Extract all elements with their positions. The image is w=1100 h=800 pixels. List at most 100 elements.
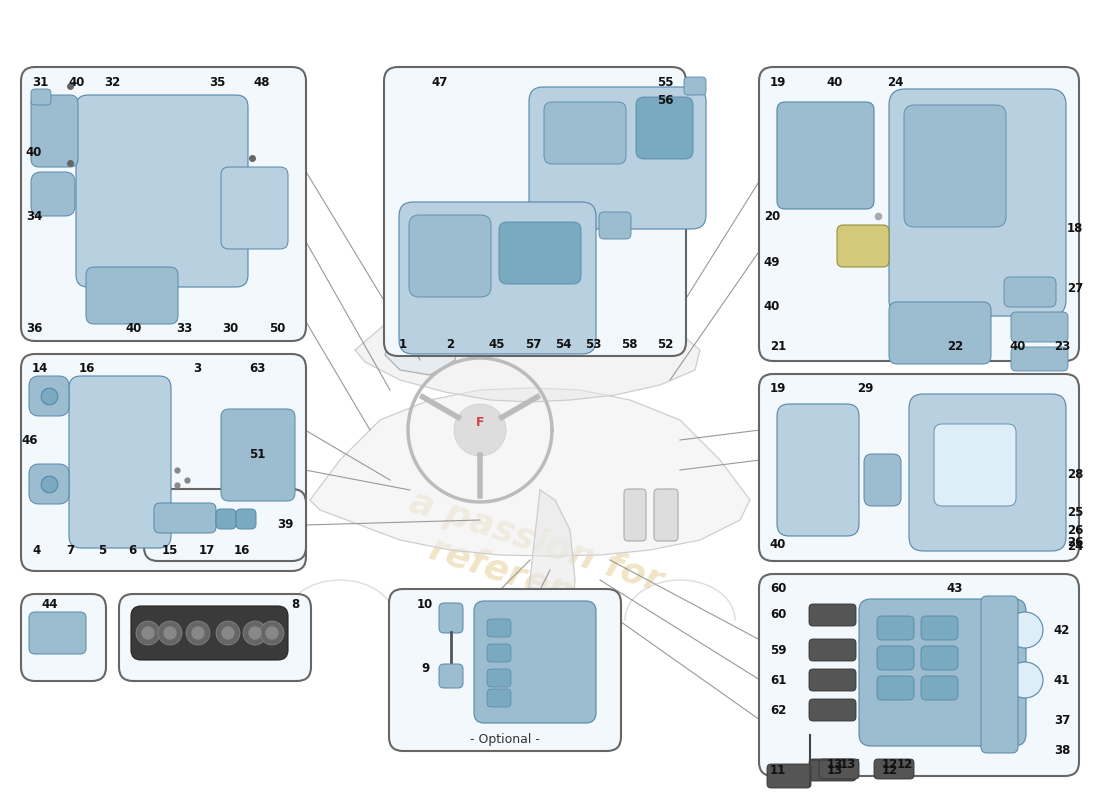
FancyBboxPatch shape <box>981 596 1018 753</box>
Circle shape <box>1006 612 1043 648</box>
Text: a passion for
reference: a passion for reference <box>393 484 667 636</box>
Text: 42: 42 <box>1054 623 1070 637</box>
Text: 13: 13 <box>840 758 856 771</box>
Text: F: F <box>475 415 484 429</box>
FancyBboxPatch shape <box>808 604 856 626</box>
FancyBboxPatch shape <box>439 664 463 688</box>
Circle shape <box>1006 662 1043 698</box>
FancyBboxPatch shape <box>409 215 491 297</box>
FancyBboxPatch shape <box>877 676 914 700</box>
Text: 19: 19 <box>770 382 786 395</box>
Text: 15: 15 <box>162 545 178 558</box>
Text: 8: 8 <box>290 598 299 611</box>
Text: 61: 61 <box>770 674 786 686</box>
FancyBboxPatch shape <box>808 699 856 721</box>
FancyBboxPatch shape <box>600 212 631 239</box>
Text: 26: 26 <box>1067 523 1084 537</box>
Text: 38: 38 <box>1054 743 1070 757</box>
FancyBboxPatch shape <box>29 376 69 416</box>
Text: 22: 22 <box>947 339 964 353</box>
FancyBboxPatch shape <box>69 376 170 548</box>
FancyBboxPatch shape <box>759 574 1079 776</box>
Circle shape <box>136 621 160 645</box>
Text: 40: 40 <box>827 75 844 89</box>
FancyBboxPatch shape <box>889 302 991 364</box>
FancyBboxPatch shape <box>154 503 216 533</box>
Text: 35: 35 <box>209 75 226 89</box>
FancyBboxPatch shape <box>499 222 581 284</box>
Text: 62: 62 <box>770 703 786 717</box>
Polygon shape <box>520 490 575 730</box>
Text: 7: 7 <box>66 545 74 558</box>
FancyBboxPatch shape <box>909 394 1066 551</box>
Text: 56: 56 <box>657 94 673 106</box>
Text: 39: 39 <box>277 518 294 531</box>
FancyBboxPatch shape <box>1011 312 1068 342</box>
FancyBboxPatch shape <box>487 689 512 707</box>
Text: 29: 29 <box>857 382 873 395</box>
Polygon shape <box>355 295 700 402</box>
FancyBboxPatch shape <box>487 669 512 687</box>
Text: 51: 51 <box>249 449 265 462</box>
FancyBboxPatch shape <box>221 409 295 501</box>
FancyBboxPatch shape <box>921 676 958 700</box>
FancyBboxPatch shape <box>759 67 1079 361</box>
FancyBboxPatch shape <box>777 404 859 536</box>
Text: 40: 40 <box>69 75 85 89</box>
Text: 16: 16 <box>234 545 250 558</box>
Text: 16: 16 <box>79 362 96 375</box>
Text: 52: 52 <box>657 338 673 350</box>
FancyBboxPatch shape <box>837 225 889 267</box>
Text: 48: 48 <box>254 75 271 89</box>
Text: 32: 32 <box>103 75 120 89</box>
FancyBboxPatch shape <box>874 759 914 779</box>
Text: 20: 20 <box>763 210 780 222</box>
FancyBboxPatch shape <box>934 424 1016 506</box>
Text: 17: 17 <box>199 545 216 558</box>
FancyBboxPatch shape <box>21 594 106 681</box>
Text: 40: 40 <box>763 299 780 313</box>
Text: 2: 2 <box>446 338 454 350</box>
Text: 60: 60 <box>770 609 786 622</box>
Text: 60: 60 <box>770 582 786 595</box>
FancyBboxPatch shape <box>31 172 75 216</box>
Text: 24: 24 <box>1067 541 1084 554</box>
Text: 12: 12 <box>882 758 898 771</box>
Text: 53: 53 <box>585 338 602 350</box>
FancyBboxPatch shape <box>767 764 811 788</box>
Text: 49: 49 <box>763 257 780 270</box>
Text: 18: 18 <box>1067 222 1084 234</box>
Circle shape <box>249 627 261 639</box>
FancyBboxPatch shape <box>808 669 856 691</box>
Text: 5: 5 <box>98 545 106 558</box>
Text: 11: 11 <box>770 763 786 777</box>
FancyBboxPatch shape <box>21 67 306 341</box>
Text: 40: 40 <box>125 322 142 334</box>
Text: 58: 58 <box>620 338 637 350</box>
FancyBboxPatch shape <box>86 267 178 324</box>
Text: - Optional -: - Optional - <box>470 734 540 746</box>
Text: 26: 26 <box>1067 537 1084 550</box>
FancyBboxPatch shape <box>684 77 706 95</box>
Polygon shape <box>454 405 505 455</box>
FancyBboxPatch shape <box>859 599 1026 746</box>
FancyBboxPatch shape <box>877 616 914 640</box>
Circle shape <box>164 627 176 639</box>
Text: 13: 13 <box>827 758 843 771</box>
Text: 43: 43 <box>947 582 964 595</box>
Text: 23: 23 <box>1054 339 1070 353</box>
Text: 40: 40 <box>1010 339 1026 353</box>
FancyBboxPatch shape <box>216 509 236 529</box>
Text: 30: 30 <box>222 322 238 334</box>
Circle shape <box>192 627 204 639</box>
Text: 4: 4 <box>33 545 41 558</box>
Text: 12: 12 <box>896 758 913 771</box>
FancyBboxPatch shape <box>29 612 86 654</box>
Text: 28: 28 <box>1067 469 1084 482</box>
Text: 12: 12 <box>882 763 898 777</box>
Text: 25: 25 <box>1067 506 1084 519</box>
Text: 44: 44 <box>42 598 58 611</box>
FancyBboxPatch shape <box>474 601 596 723</box>
Circle shape <box>186 621 210 645</box>
Text: 10: 10 <box>417 598 433 610</box>
